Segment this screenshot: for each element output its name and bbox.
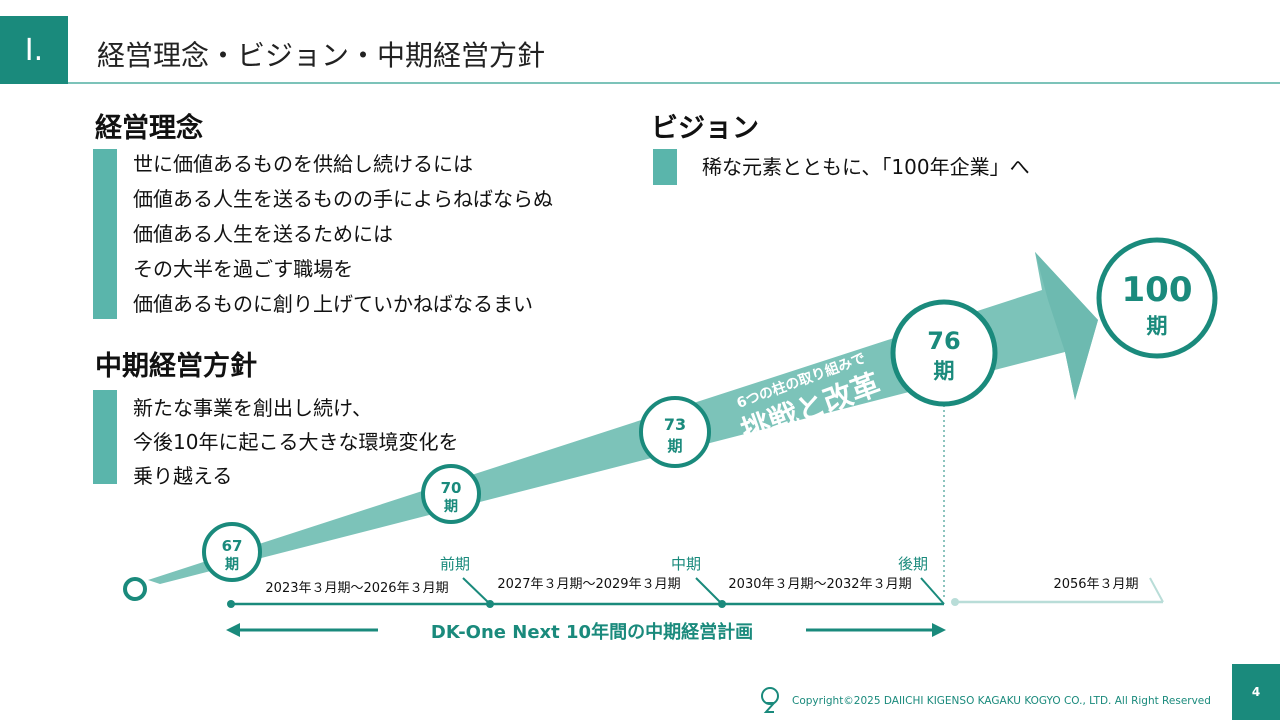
vision-accent-bar (653, 149, 677, 185)
milestone-number: 67 (222, 537, 243, 555)
milestone-unit: 期 (1147, 314, 1168, 338)
phase-name-late: 後期 (898, 555, 928, 573)
timeline-node (486, 600, 494, 608)
timeline-node-future (951, 598, 959, 606)
vision-heading: ビジョン (651, 113, 759, 144)
milestone-number: 73 (664, 415, 686, 434)
milestone-76: 76 期 (890, 299, 998, 407)
milestone-circle (421, 464, 481, 524)
company-logo (761, 687, 779, 713)
milestone-unit: 期 (225, 557, 239, 573)
phase-period-late: 2030年３月期～2032年３月期 (728, 577, 911, 592)
phase-name-middle: 中期 (671, 555, 701, 573)
policy-heading: 中期経営方針 (95, 351, 257, 382)
milestone-circle (639, 396, 711, 468)
plan-label: DK-One Next 10年間の中期経営計画 (431, 621, 753, 643)
phase-tick (462, 577, 491, 605)
milestone-70: 70 期 (421, 464, 481, 524)
title-divider (68, 82, 1280, 84)
milestone-unit: 期 (934, 359, 955, 383)
milestone-number: 100 (1122, 270, 1193, 310)
philosophy-heading: 経営理念 (95, 113, 203, 144)
phase-period-early: 2023年３月期～2026年３月期 (265, 581, 448, 596)
timeline-node (718, 600, 726, 608)
phase-tick (695, 577, 723, 605)
final-period: 2056年３月期 (1053, 577, 1138, 592)
page-number-box: 4 (1232, 664, 1280, 720)
section-number: Ⅰ. (24, 32, 44, 68)
growth-arrow-head (1035, 252, 1098, 400)
vision-text: 稀な元素とともに、「100年企業」へ (702, 155, 1030, 179)
philosophy-line: その大半を過ごす職場を (133, 257, 354, 281)
milestone-100: 100 期 (1096, 237, 1218, 359)
policy-line: 新たな事業を創出し続け、 (133, 396, 372, 420)
start-point-marker (123, 577, 147, 601)
milestone-circle (1096, 237, 1218, 359)
plan-span-arrow: DK-One Next 10年間の中期経営計画 (226, 621, 946, 643)
milestone-circle (202, 522, 262, 582)
copyright-text: Copyright©2025 DAIICHI KIGENSO KAGAKU KO… (792, 695, 1211, 707)
phase-tick-future (1149, 577, 1164, 603)
timeline-node (227, 600, 235, 608)
philosophy-line: 価値あるものに創り上げていかねばなるまい (133, 292, 533, 316)
phase-tick (920, 577, 945, 605)
logo-ring (761, 687, 779, 705)
milestone-73: 73 期 (639, 396, 711, 468)
milestone-number: 76 (927, 327, 960, 355)
philosophy-text: 世に価値あるものを供給し続けるには 価値ある人生を送るものの手によらねばならぬ … (133, 147, 553, 322)
plan-arrow-left-head (226, 623, 240, 637)
milestone-circle (890, 299, 998, 407)
page-number: 4 (1251, 685, 1261, 699)
logo-mark (763, 702, 777, 713)
milestone-unit: 期 (444, 499, 458, 515)
milestone-unit: 期 (667, 437, 682, 455)
policy-accent-bar (93, 390, 117, 484)
phase-period-middle: 2027年３月期～2029年３月期 (497, 577, 680, 592)
plan-arrow-right-head (932, 623, 946, 637)
milestone-number: 70 (441, 479, 462, 497)
philosophy-line: 価値ある人生を送るためには (133, 222, 393, 246)
philosophy-line: 価値ある人生を送るものの手によらねばならぬ (133, 187, 553, 211)
philosophy-accent-bar (93, 149, 117, 319)
policy-text: 新たな事業を創出し続け、 今後10年に起こる大きな環境変化を 乗り越える (133, 391, 458, 493)
policy-line: 今後10年に起こる大きな環境変化を (133, 430, 459, 454)
arrow-caption: 6つの柱の取り組みで 挑戦と改革 (734, 350, 884, 449)
timeline (227, 577, 1164, 608)
milestone-67: 67 期 (202, 522, 262, 582)
philosophy-line: 世に価値あるものを供給し続けるには (133, 152, 473, 176)
policy-line: 乗り越える (133, 464, 233, 488)
page-title: 経営理念・ビジョン・中期経営方針 (97, 39, 546, 72)
phase-name-early: 前期 (440, 555, 470, 573)
section-number-box: Ⅰ. (0, 16, 68, 84)
